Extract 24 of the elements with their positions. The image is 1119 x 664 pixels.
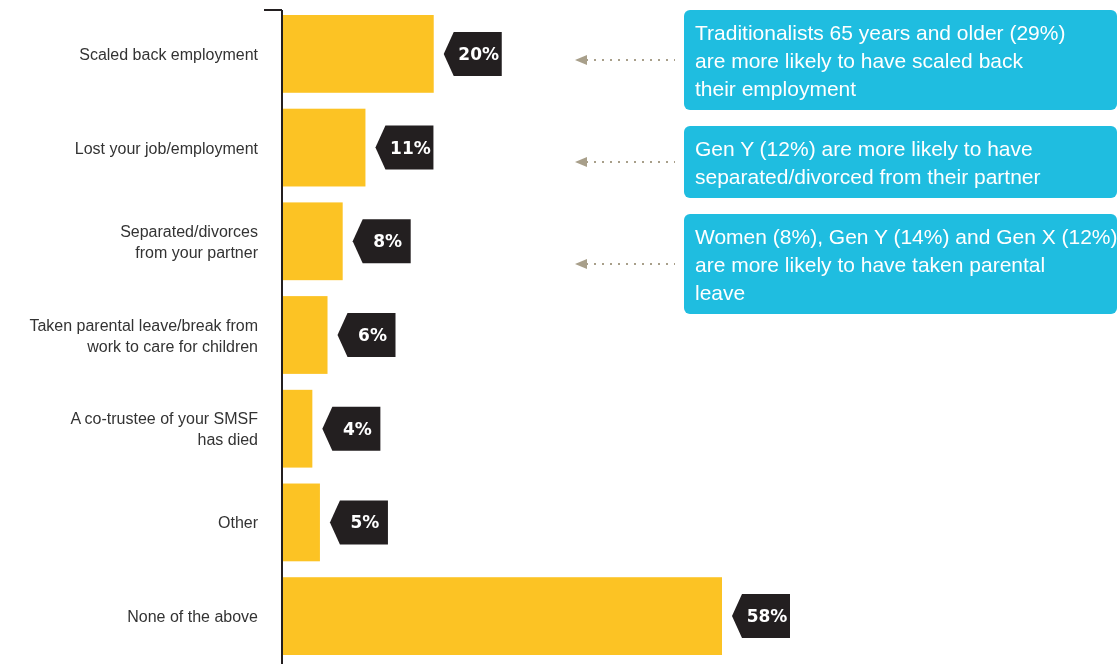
bar [282, 296, 328, 374]
bar [282, 577, 722, 655]
bar [282, 389, 313, 468]
y-tick-label: Lost your job/employment [74, 139, 259, 157]
data-label: 58% [746, 606, 788, 627]
y-tick-label: Taken parental leave/break from work to care for children [29, 316, 258, 355]
bar [282, 202, 343, 281]
y-tick-label: Separated/divorces from your partner [120, 222, 259, 261]
data-label: 5% [350, 512, 380, 533]
data-label: 6% [358, 325, 387, 345]
data-label: 11% [390, 137, 431, 158]
annotation: Traditionalists 65 years and older (29%) are more likely to have scaled back their employment [695, 21, 1066, 100]
y-tick-label: Other [217, 514, 259, 532]
y-tick-label: Scaled back employment [79, 45, 259, 63]
data-label: 8% [373, 231, 403, 252]
y-tick-label: None of the above [127, 608, 259, 626]
bar [282, 15, 434, 93]
data-label: 4% [342, 418, 372, 439]
y-tick-label: A co-trustee of your SMSF has died [70, 410, 259, 449]
bar [282, 108, 366, 187]
data-label: 20% [458, 43, 500, 64]
bar [282, 483, 320, 562]
annotation: Women (8%), Gen Y (14%) and Gen X (12%) are more likely to have taken parental leave [695, 225, 1118, 304]
annotation: Gen Y (12%) are more likely to have separated/divorced from their partner [695, 137, 1041, 188]
